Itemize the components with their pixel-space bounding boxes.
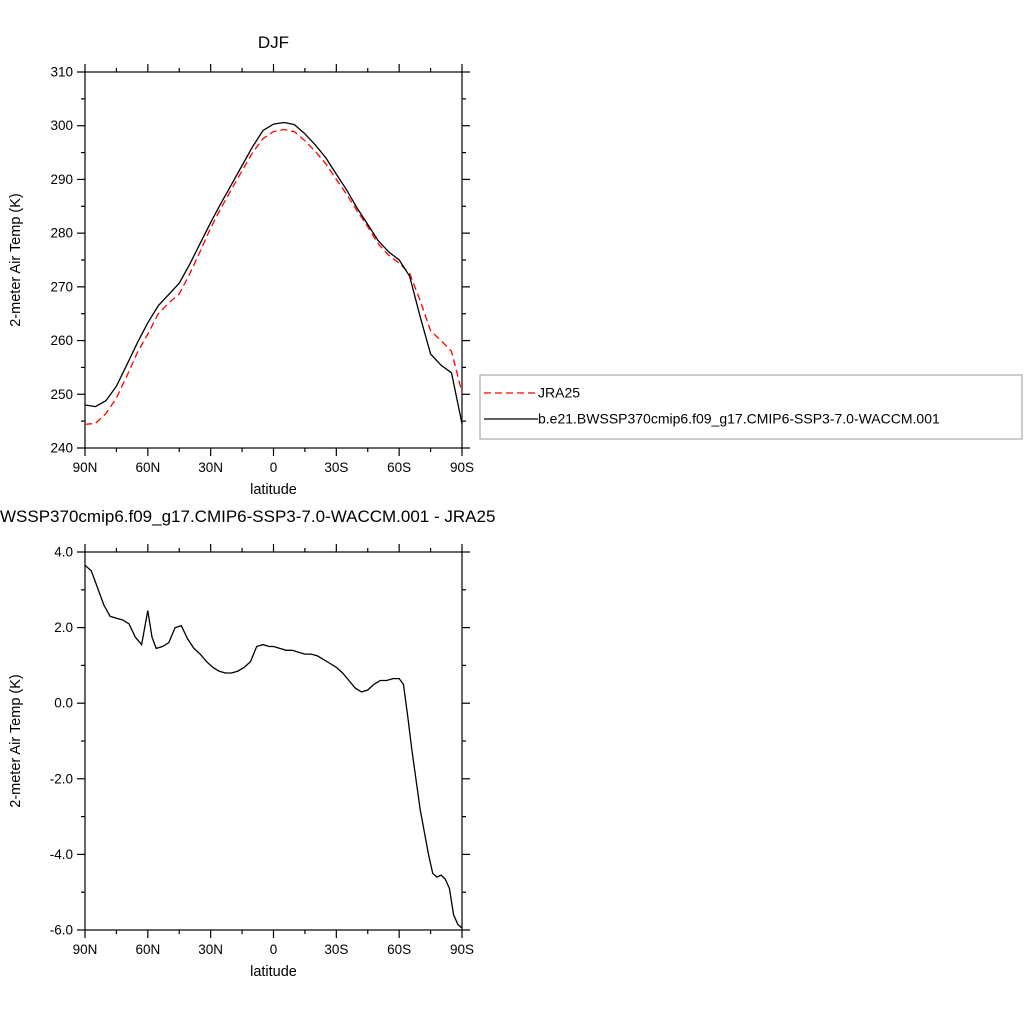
x-tick-label: 90N (73, 942, 98, 957)
x-tick-label: 60S (387, 942, 411, 957)
y-tick-label: 260 (50, 333, 73, 348)
y-tick-label: 4.0 (54, 545, 73, 560)
series-line-model (84, 121, 463, 424)
y-tick-label: 310 (50, 65, 73, 80)
x-axis-label: latitude (250, 482, 297, 498)
legend-box (479, 374, 1023, 440)
series-line-difference (84, 564, 463, 929)
y-tick-label: -2.0 (50, 771, 73, 786)
y-tick-label: 2.0 (54, 620, 73, 635)
x-tick-label: 90S (450, 942, 474, 957)
x-tick-label: 90N (73, 460, 98, 475)
y-axis-label: 2-meter Air Temp (K) (8, 674, 24, 808)
x-tick-label: 0 (270, 942, 278, 957)
y-tick-label: -4.0 (50, 847, 73, 862)
x-tick-label: 30N (198, 942, 223, 957)
y-tick-label: -6.0 (50, 923, 73, 938)
legend-label-model: b.e21.BWSSP370cmip6.f09_g17.CMIP6-SSP3-7… (538, 411, 940, 427)
series-line-jra25 (84, 128, 463, 426)
bottom-chart-title: WSSP370cmip6.f09_g17.CMIP6-SSP3-7.0-WACC… (0, 507, 496, 526)
x-tick-label: 60N (135, 460, 160, 475)
x-axis-label: latitude (250, 964, 297, 980)
axis-frame (84, 71, 463, 449)
y-tick-label: 290 (50, 172, 73, 187)
top-chart: 90N 60N 30N 0 30S 60S 90S 240 250 260 270 280 290 300… (8, 64, 1023, 498)
x-tick-label: 60S (387, 460, 411, 475)
bottom-chart: 90N 60N 30N 0 30S 60S 90S 4.0 2.0 0.0 -2.0 -4.0 -6.0… (8, 544, 474, 980)
y-tick-label: 280 (50, 226, 73, 241)
top-chart-title: DJF (257, 33, 290, 52)
x-tick-label: 90S (450, 460, 474, 475)
y-tick-label: 300 (50, 118, 73, 133)
x-tick-label: 30N (198, 460, 223, 475)
legend-label-jra25: JRA25 (538, 385, 580, 401)
x-tick-label: 30S (324, 942, 348, 957)
y-tick-label: 250 (50, 387, 73, 402)
y-axis-label: 2-meter Air Temp (K) (8, 193, 24, 327)
y-tick-label: 240 (50, 441, 73, 456)
axis-frame (84, 551, 463, 931)
y-tick-label: 0.0 (54, 696, 73, 711)
x-tick-label: 60N (135, 942, 160, 957)
x-tick-label: 30S (324, 460, 348, 475)
x-tick-label: 0 (270, 460, 278, 475)
y-tick-label: 270 (50, 279, 73, 294)
